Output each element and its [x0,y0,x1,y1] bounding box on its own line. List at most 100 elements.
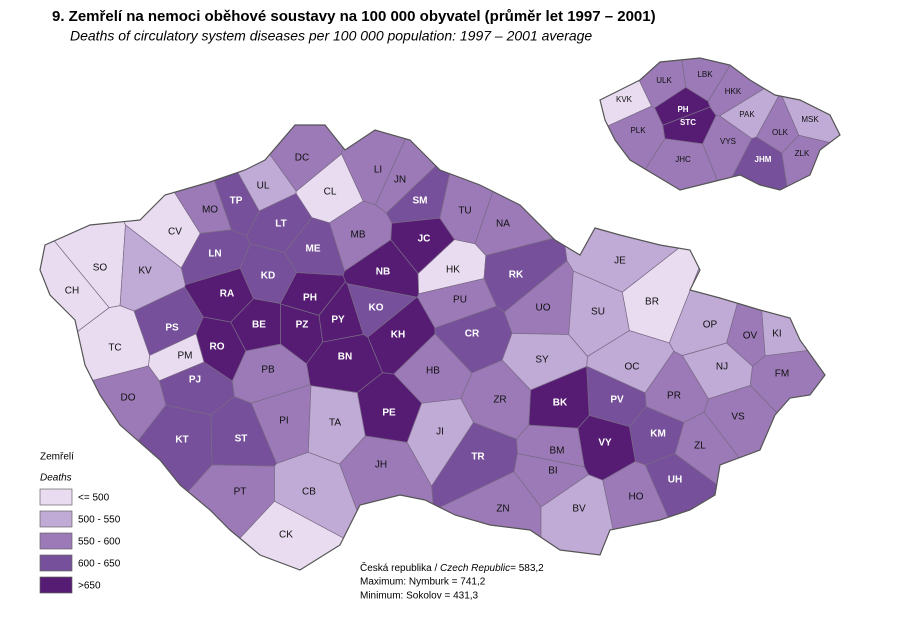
area-code: JC [418,234,431,245]
area-code: BE [252,320,266,331]
area-code: JHC [675,155,691,164]
area-code: BK [553,398,568,409]
area-code: UO [536,303,551,314]
area [600,138,724,190]
area-code: LN [208,249,221,260]
area-code: PY [331,315,345,326]
area [600,105,666,190]
subtitle: Deaths of circulatory system diseases pe… [70,28,592,44]
area-code: ZR [493,395,506,406]
note-maximum: Maximum: Nymburk = 741,2 [360,577,486,588]
area [417,278,497,329]
legend-label: 600 - 650 [78,559,121,570]
area-code: PAK [739,110,755,119]
area-code: TR [471,452,485,463]
area-code: CK [279,530,293,541]
area-code: KV [138,266,152,277]
area-code: FM [775,369,789,380]
area-code: JHM [755,155,772,164]
area [781,134,840,190]
area-code: DC [295,153,309,164]
area-code: CL [324,187,337,198]
legend-label: <= 500 [78,493,110,504]
area-code: PE [382,408,396,419]
area-code: JI [436,427,444,438]
area-code: KM [650,429,666,440]
area-code: TC [108,343,121,354]
area-code: TA [329,418,341,429]
area-code: BN [338,352,352,363]
note-country-value: = 583,2 [510,563,544,574]
area-code: VYS [720,137,736,146]
area-code: NA [496,219,510,230]
area-code: CB [302,487,316,498]
legend-label: >650 [78,581,101,592]
legend-swatch [39,510,73,528]
area-code: PH [303,293,317,304]
area-code: CR [465,329,480,340]
area-code: KD [261,271,275,282]
legend: <= 500 500 - 550 550 - 600 600 - 650 >650 [39,488,121,594]
area-code: SO [93,263,108,274]
legend-swatch [39,576,73,594]
area-code: SM [413,196,428,207]
area-code: JE [614,256,626,267]
note-country-cz: Česká republika / [360,561,440,574]
area-code: PLK [630,126,646,135]
area-code: ULK [656,76,672,85]
inset-outline [599,57,841,191]
area-code: SY [535,355,549,366]
area [726,235,766,367]
note-country-en: Czech Republic [440,563,510,574]
area-code: PR [667,391,681,402]
area-code: VS [731,412,745,423]
area-code: LBK [697,70,713,79]
area-code: KT [175,435,188,446]
area-code: RK [509,270,524,281]
area-code: KO [369,303,384,314]
area-code: ZN [496,504,509,515]
area-code: JH [375,460,387,471]
area-code: KI [772,329,781,340]
area-code: ZL [694,441,706,452]
area-code: STC [680,118,696,127]
area-code: MSK [801,115,819,124]
area-code: HKK [725,87,742,96]
area-code: OP [703,320,718,331]
area-code: RA [220,289,234,300]
area-code: PB [261,365,275,376]
legend-swatch [39,532,73,550]
country-outline [39,124,826,571]
legend-label: 550 - 600 [78,537,121,548]
area-code: MB [351,230,366,241]
area-code: ST [235,434,248,445]
note-country: Česká republika / Czech Republic= 583,2 [360,561,544,574]
area-code: UL [257,181,270,192]
legend-swatch [39,488,73,506]
area-code: BM [550,446,565,457]
area-code: ME [306,244,321,255]
area-code: PH [677,105,688,114]
area-code: HO [629,492,644,503]
area-code: DO [121,393,136,404]
area-code: NB [376,267,390,278]
area-code: BV [572,504,586,515]
area-code: CH [65,286,79,297]
area-code: PM [178,351,193,362]
area-code: NJ [716,362,728,373]
area-code: VY [598,438,612,449]
area-code: MO [202,205,218,216]
area-code: SU [591,307,605,318]
area [644,453,825,570]
area-code: LI [374,165,382,176]
title: 9. Zemřelí na nemoci oběhové soustavy na… [52,8,656,25]
note-minimum: Minimum: Sokolov = 431,3 [360,591,479,602]
legend-label: 500 - 550 [78,515,121,526]
area-code: BR [645,297,659,308]
area-code: PJ [189,375,201,386]
area-code: ZLK [795,149,810,158]
area-code: KVK [616,95,633,104]
area-code: PU [453,295,467,306]
area-code: CV [168,227,182,238]
